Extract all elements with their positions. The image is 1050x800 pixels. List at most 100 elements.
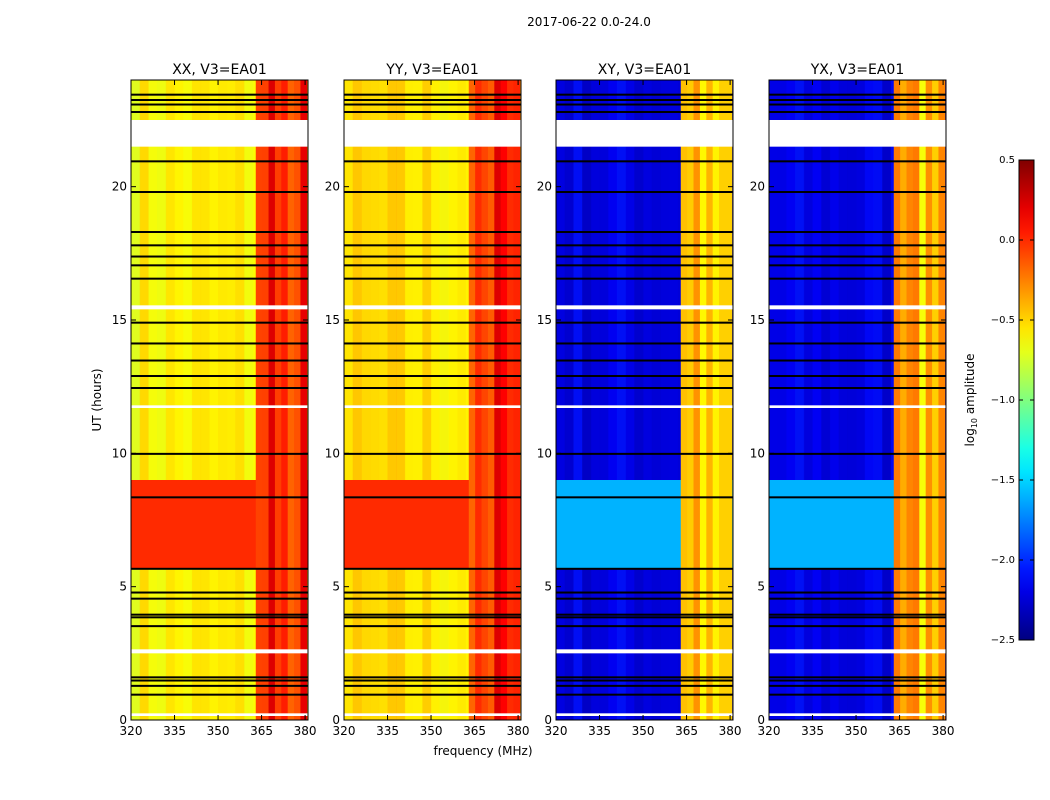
colorbar-tick-label: −1.5	[991, 475, 1015, 486]
heatmap-column	[244, 80, 254, 720]
data-gap	[344, 305, 521, 310]
flagged-line	[769, 244, 946, 247]
flagged-line	[344, 277, 521, 280]
heatmap-band-column	[925, 80, 933, 720]
flagged-line	[344, 625, 521, 628]
flagged-line	[556, 244, 733, 247]
heatmap-column	[413, 80, 423, 720]
flagged-line	[769, 342, 946, 345]
flagged-line	[131, 359, 308, 362]
flagged-line	[131, 375, 308, 377]
panel-3: XY, V3=EA01 320 335 350 365 380 0 5 10 15 20	[537, 62, 742, 738]
heatmap-column	[599, 80, 609, 720]
flagged-line	[556, 591, 733, 594]
heatmap-column	[556, 80, 566, 720]
flagged-line	[556, 231, 733, 233]
data-gap	[769, 713, 946, 716]
y-tick-label: 10	[537, 446, 552, 460]
flagged-line	[556, 160, 733, 163]
y-tick-label: 15	[750, 313, 765, 327]
flagged-line	[769, 676, 946, 679]
colorbar-tick-label: −0.5	[991, 315, 1015, 326]
flagged-line	[131, 342, 308, 345]
heatmap-band-column	[906, 80, 914, 720]
data-gap	[344, 120, 521, 147]
flagged-line	[344, 342, 521, 345]
heatmap-band-column	[932, 80, 939, 720]
data-gap	[556, 120, 733, 147]
heatmap-band-column	[475, 80, 482, 720]
x-tick-label: 380	[719, 724, 742, 738]
flagged-line	[131, 693, 308, 696]
x-tick-label: 365	[675, 724, 698, 738]
heatmap-column	[829, 80, 840, 720]
y-tick-label: 20	[537, 180, 552, 194]
x-tick-label: 350	[845, 724, 868, 738]
heatmap-band-column	[706, 80, 714, 720]
heatmap-column	[856, 80, 866, 720]
heatmap-band-column	[274, 80, 282, 720]
flagged-line	[556, 103, 733, 106]
flagged-line	[131, 277, 308, 280]
heatmap-column	[235, 80, 245, 720]
flagged-line	[769, 496, 946, 499]
y-tick-label: 0	[332, 713, 340, 727]
flagged-line	[556, 676, 733, 679]
flagged-line	[344, 375, 521, 377]
panel-title: XY, V3=EA01	[598, 62, 692, 78]
flagged-line	[131, 103, 308, 106]
flagged-line	[556, 111, 733, 113]
y-tick-label: 5	[757, 580, 765, 594]
data-gap	[131, 305, 308, 310]
heatmap-column	[226, 80, 236, 720]
heatmap-band-column	[281, 80, 289, 720]
heatmap-column	[387, 80, 397, 720]
flagged-line	[131, 191, 308, 193]
flagged-line	[344, 452, 521, 455]
data-gap	[556, 305, 733, 310]
flagged-line	[344, 567, 521, 570]
flagged-line	[344, 359, 521, 362]
flagged-line	[556, 321, 733, 324]
flagged-line	[769, 591, 946, 594]
colorbar-tick-label: −2.0	[991, 555, 1015, 566]
x-tick-label: 320	[545, 724, 568, 738]
flagged-line	[344, 264, 521, 267]
flagged-line	[556, 693, 733, 696]
heatmap-column	[590, 80, 601, 720]
heatmap-column	[200, 80, 210, 720]
x-tick-label: 350	[207, 724, 230, 738]
y-axis-label: UT (hours)	[90, 368, 104, 431]
heatmap-column	[777, 80, 787, 720]
flagged-line	[769, 679, 946, 682]
heatmap-column	[174, 80, 184, 720]
flagged-line	[769, 613, 946, 616]
panel-title: XX, V3=EA01	[172, 62, 267, 78]
flagged-line	[344, 321, 521, 324]
flagged-line	[769, 93, 946, 96]
x-tick-label: 365	[250, 724, 273, 738]
colorbar: 0.5 0.0 −0.5 −1.0 −1.5 −2.0 −2.5	[991, 155, 1035, 646]
heatmap-column	[370, 80, 380, 720]
flagged-line	[344, 103, 521, 106]
heatmap-column	[786, 80, 796, 720]
heatmap-column	[457, 80, 467, 720]
x-tick-label: 335	[801, 724, 824, 738]
flagged-line	[131, 264, 308, 267]
flagged-line	[131, 255, 308, 258]
flagged-line	[344, 676, 521, 679]
flagged-line	[556, 597, 733, 600]
heatmap-band-column	[487, 80, 495, 720]
panel-title: YY, V3=EA01	[385, 62, 478, 78]
y-tick-label: 10	[750, 446, 765, 460]
y-tick-label: 0	[544, 713, 552, 727]
heatmap-column	[422, 80, 432, 720]
flagged-line	[769, 625, 946, 628]
heatmap-column	[361, 80, 371, 720]
heatmap-column	[148, 80, 158, 720]
y-tick-label: 20	[325, 180, 340, 194]
heatmap-band-column	[262, 80, 269, 720]
data-gap	[344, 649, 521, 654]
heatmap-column	[643, 80, 653, 720]
heatmap-band-column	[287, 80, 295, 720]
